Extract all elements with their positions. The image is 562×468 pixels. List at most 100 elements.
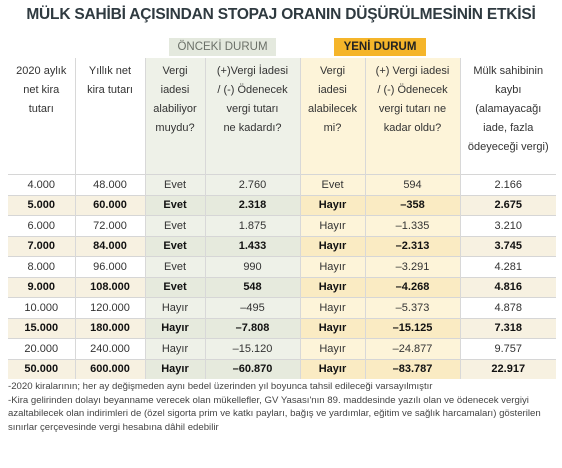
table-cell: 4.878 xyxy=(459,297,556,318)
table-cell: Hayır xyxy=(299,235,365,257)
table-cell: 20.000 xyxy=(8,338,75,359)
table-cell: 5.000 xyxy=(8,194,75,216)
table-cell: Hayır xyxy=(299,215,365,236)
header-line: alabiliyor xyxy=(153,103,197,115)
table-cell: Hayır xyxy=(144,338,205,359)
table-row: 9.000 108.000 Evet 548 Hayır –4.268 4.816 xyxy=(8,276,556,298)
header-line: alabilecek xyxy=(308,103,357,115)
table-cell: 2.760 xyxy=(204,174,300,195)
header-cell: Vergi iadesi alabilecek mi? xyxy=(299,58,365,175)
header-line: kadar oldu? xyxy=(383,122,442,134)
table-row: 50.000 600.000 Hayır –60.870 Hayır –83.787 22.… xyxy=(8,358,556,379)
data-table: ÖNCEKİ DURUM YENİ DURUM 2020 aylık net ki… xyxy=(8,36,556,379)
header-line: vergi tutarı xyxy=(226,103,279,115)
note: -Kira gelirinden dolayı beyanname verece… xyxy=(8,394,541,433)
header-line: iadesi xyxy=(318,84,347,96)
table-cell: –5.373 xyxy=(364,297,460,318)
table-cell: Hayır xyxy=(299,297,365,318)
table-cell: Hayır xyxy=(144,317,205,339)
table-row: 4.000 48.000 Evet 2.760 Evet 594 2.166 xyxy=(8,174,556,195)
table-cell: –4.268 xyxy=(364,276,460,298)
header-line: kira tutarı xyxy=(87,84,133,96)
header-cell: (+)Vergi İadesi / (-) Ödenecek vergi tutar… xyxy=(204,58,300,175)
table-row: 5.000 60.000 Evet 2.318 Hayır –358 2.675 xyxy=(8,194,556,216)
table-cell: –3.291 xyxy=(364,256,460,277)
table-cell: 9.000 xyxy=(8,276,75,298)
group-row: ÖNCEKİ DURUM YENİ DURUM xyxy=(8,36,556,58)
table-cell: Hayır xyxy=(144,297,205,318)
header-line: tutarı xyxy=(28,103,54,115)
table-cell: Evet xyxy=(144,174,205,195)
group-label: YENİ DURUM xyxy=(333,38,427,56)
group-label: ÖNCEKİ DURUM xyxy=(169,38,276,56)
table-cell: 10.000 xyxy=(8,297,75,318)
header-cell: Mülk sahibinin kaybı (alamayacağı iade, faz… xyxy=(459,58,556,175)
table-cell: 72.000 xyxy=(74,215,145,236)
table-cell: 3.210 xyxy=(459,215,556,236)
table-cell: –1.335 xyxy=(364,215,460,236)
table-cell: Hayır xyxy=(144,358,205,379)
table-cell: 1.433 xyxy=(204,235,300,257)
header-line: vergi tutarı ne xyxy=(378,103,447,115)
header-line: kaybı xyxy=(495,84,522,96)
table-cell: 8.000 xyxy=(8,256,75,277)
table-cell: Hayır xyxy=(299,358,365,379)
table-cell: 7.000 xyxy=(8,235,75,257)
table-cell: Hayır xyxy=(299,256,365,277)
table-cell: Evet xyxy=(144,194,205,216)
table-cell: 594 xyxy=(364,174,460,195)
header-line: iadesi xyxy=(160,84,190,96)
header-cell: Vergi iadesi alabiliyor muydu? xyxy=(144,58,205,175)
table-cell: 96.000 xyxy=(74,256,145,277)
table-cell: Hayır xyxy=(299,338,365,359)
table-cell: Hayır xyxy=(299,194,365,216)
table-cell: 4.000 xyxy=(8,174,75,195)
table-cell: 2.166 xyxy=(459,174,556,195)
table-cell: –60.870 xyxy=(204,358,300,379)
table-cell: –2.313 xyxy=(364,235,460,257)
table-cell: –24.877 xyxy=(364,338,460,359)
header-cell: Yıllık net kira tutarı xyxy=(74,58,145,175)
table-cell: 120.000 xyxy=(74,297,145,318)
table-cell: Evet xyxy=(144,276,205,298)
table-cell: 2.675 xyxy=(459,194,556,216)
table-cell: Hayır xyxy=(299,317,365,339)
table-cell: 9.757 xyxy=(459,338,556,359)
header-line: / (-) Ödenecek xyxy=(377,84,448,96)
table-row: 15.000 180.000 Hayır –7.808 Hayır –15.125 7.31… xyxy=(8,317,556,339)
table-cell: –7.808 xyxy=(204,317,300,339)
table-cell: 60.000 xyxy=(74,194,145,216)
table-cell: 4.816 xyxy=(459,276,556,298)
table-cell: 84.000 xyxy=(74,235,145,257)
notes: -2020 kiralarının; her ay değişmeden ayn… xyxy=(8,380,554,434)
header-line: ne kadardı? xyxy=(223,122,282,134)
table-cell: –15.125 xyxy=(364,317,460,339)
header-cell: (+) Vergi iadesi / (-) Ödenecek vergi tuta… xyxy=(364,58,460,175)
table-cell: 108.000 xyxy=(74,276,145,298)
header-line: net kira xyxy=(23,84,60,96)
table-cell: 6.000 xyxy=(8,215,75,236)
table-cell: Evet xyxy=(144,256,205,277)
header-line: (+)Vergi İadesi xyxy=(216,65,289,77)
header-line: Vergi xyxy=(162,65,188,77)
table-cell: 3.745 xyxy=(459,235,556,257)
header-line: Yıllık net xyxy=(88,65,132,77)
table-cell: 180.000 xyxy=(74,317,145,339)
table-cell: –15.120 xyxy=(204,338,300,359)
table-cell: 7.318 xyxy=(459,317,556,339)
table-row: 20.000 240.000 Hayır –15.120 Hayır –24.877 9.7… xyxy=(8,338,556,359)
header-line: / (-) Ödenecek xyxy=(217,84,288,96)
table-cell: 240.000 xyxy=(74,338,145,359)
table-cell: 50.000 xyxy=(8,358,75,379)
table-cell: 15.000 xyxy=(8,317,75,339)
table-row: 8.000 96.000 Evet 990 Hayır –3.291 4.281 xyxy=(8,256,556,277)
header-row: 2020 aylık net kira tutarı Yıllık net kira t… xyxy=(8,58,556,175)
table-cell: 48.000 xyxy=(74,174,145,195)
table-cell: 1.875 xyxy=(204,215,300,236)
table-cell: 4.281 xyxy=(459,256,556,277)
note: -2020 kiralarının; her ay değişmeden ayn… xyxy=(8,381,433,392)
table-cell: 990 xyxy=(204,256,300,277)
title: MÜLK SAHİBİ AÇISINDAN STOPAJ ORANIN DÜŞÜ… xyxy=(26,6,536,23)
header-line: (alamayacağı xyxy=(475,103,542,115)
